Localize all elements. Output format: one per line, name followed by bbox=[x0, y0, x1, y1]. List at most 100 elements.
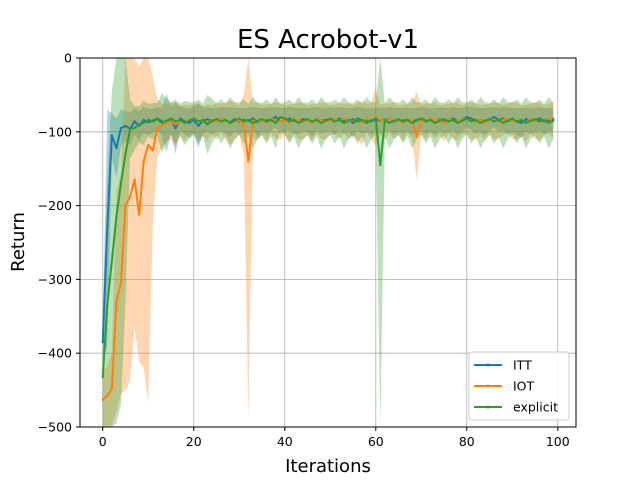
data-point-explicit bbox=[174, 120, 177, 123]
chart-title: ES Acrobot-v1 bbox=[237, 25, 419, 55]
data-point-ITT bbox=[101, 340, 104, 344]
data-point-IOT bbox=[124, 204, 127, 207]
data-point-IOT bbox=[547, 117, 550, 120]
data-point-explicit bbox=[188, 119, 191, 122]
data-point-IOT bbox=[365, 117, 368, 120]
legend: ITT IOT explicit bbox=[468, 351, 570, 421]
data-point-IOT bbox=[479, 118, 482, 122]
y-tick-label: 0 bbox=[64, 51, 72, 66]
data-point-explicit bbox=[506, 119, 509, 122]
data-point-IOT bbox=[342, 117, 346, 120]
data-point-explicit bbox=[383, 118, 387, 122]
data-point-IOT bbox=[447, 117, 450, 120]
data-point-explicit bbox=[165, 119, 168, 122]
data-point-explicit bbox=[347, 119, 350, 122]
data-point-IOT bbox=[410, 119, 414, 122]
data-point-explicit bbox=[497, 118, 500, 122]
data-point-explicit bbox=[224, 118, 227, 122]
legend-label-ITT: ITT bbox=[513, 358, 532, 373]
data-point-explicit bbox=[101, 375, 104, 379]
legend-marker-ITT bbox=[486, 363, 490, 367]
data-point-explicit bbox=[456, 121, 459, 125]
data-point-explicit bbox=[210, 119, 214, 122]
data-point-explicit bbox=[474, 118, 478, 122]
data-point-IOT bbox=[242, 123, 246, 126]
data-point-ITT bbox=[274, 115, 277, 119]
data-point-ITT bbox=[206, 118, 209, 121]
x-axis-label: Iterations bbox=[285, 456, 371, 477]
data-point-explicit bbox=[156, 118, 159, 121]
data-point-explicit bbox=[238, 117, 241, 120]
data-point-explicit bbox=[151, 120, 155, 123]
data-point-explicit bbox=[442, 118, 446, 121]
x-tick-label: 80 bbox=[459, 434, 475, 449]
data-point-IOT bbox=[501, 118, 505, 122]
legend-label-explicit: explicit bbox=[513, 400, 558, 415]
data-point-explicit bbox=[547, 121, 550, 125]
series-line-explicit bbox=[101, 116, 554, 377]
data-point-explicit bbox=[542, 118, 546, 122]
data-point-IOT bbox=[133, 178, 136, 181]
legend-label-IOT: IOT bbox=[513, 379, 535, 394]
data-point-ITT bbox=[251, 117, 255, 120]
data-point-explicit bbox=[429, 118, 432, 122]
data-point-explicit bbox=[415, 119, 418, 122]
data-point-explicit bbox=[524, 121, 528, 125]
data-point-ITT bbox=[133, 120, 136, 123]
data-point-explicit bbox=[370, 119, 373, 122]
data-point-explicit bbox=[451, 118, 455, 122]
x-tick-label: 40 bbox=[277, 434, 293, 449]
data-point-explicit bbox=[360, 118, 364, 122]
data-point-ITT bbox=[115, 146, 118, 150]
data-point-explicit bbox=[420, 117, 423, 120]
data-point-explicit bbox=[447, 120, 450, 123]
y-tick-label: −400 bbox=[38, 346, 72, 361]
data-point-IOT bbox=[247, 160, 250, 163]
data-point-explicit bbox=[137, 123, 141, 126]
data-point-explicit bbox=[388, 121, 391, 125]
data-point-explicit bbox=[333, 120, 337, 123]
data-point-IOT bbox=[297, 119, 300, 122]
data-point-explicit bbox=[115, 215, 118, 218]
data-point-explicit bbox=[356, 120, 359, 123]
data-point-explicit bbox=[324, 119, 327, 122]
data-point-explicit bbox=[306, 118, 309, 121]
data-point-explicit bbox=[119, 182, 123, 185]
data-point-IOT bbox=[219, 117, 223, 120]
data-point-ITT bbox=[147, 121, 150, 124]
data-point-explicit bbox=[251, 121, 255, 125]
data-point-explicit bbox=[501, 121, 505, 125]
data-point-explicit bbox=[401, 120, 405, 123]
data-point-IOT bbox=[110, 387, 114, 390]
data-point-explicit bbox=[520, 118, 523, 122]
legend-marker-IOT bbox=[486, 384, 490, 388]
data-point-explicit bbox=[292, 118, 296, 122]
data-point-explicit bbox=[279, 115, 282, 119]
legend-marker-explicit bbox=[486, 405, 490, 409]
data-point-ITT bbox=[520, 121, 523, 125]
data-point-ITT bbox=[351, 121, 355, 125]
data-point-IOT bbox=[511, 119, 514, 122]
data-point-explicit bbox=[470, 120, 473, 123]
data-point-explicit bbox=[269, 118, 273, 122]
y-tick-label: −300 bbox=[38, 272, 72, 287]
data-point-explicit bbox=[492, 120, 496, 123]
x-tick-label: 60 bbox=[368, 434, 384, 449]
data-point-explicit bbox=[552, 119, 555, 122]
data-point-explicit bbox=[465, 117, 468, 120]
data-point-explicit bbox=[374, 117, 377, 120]
data-point-explicit bbox=[183, 121, 186, 125]
data-point-explicit bbox=[511, 117, 514, 120]
data-point-IOT bbox=[333, 118, 337, 121]
data-point-explicit bbox=[219, 120, 223, 123]
data-point-explicit bbox=[283, 117, 286, 120]
data-point-ITT bbox=[124, 124, 127, 128]
data-point-explicit bbox=[424, 120, 428, 123]
data-point-ITT bbox=[356, 117, 359, 120]
data-point-explicit bbox=[315, 118, 318, 122]
data-point-IOT bbox=[319, 119, 323, 122]
data-point-IOT bbox=[156, 126, 159, 130]
data-point-explicit bbox=[406, 118, 409, 122]
data-point-explicit bbox=[247, 118, 250, 122]
data-point-IOT bbox=[215, 120, 218, 123]
